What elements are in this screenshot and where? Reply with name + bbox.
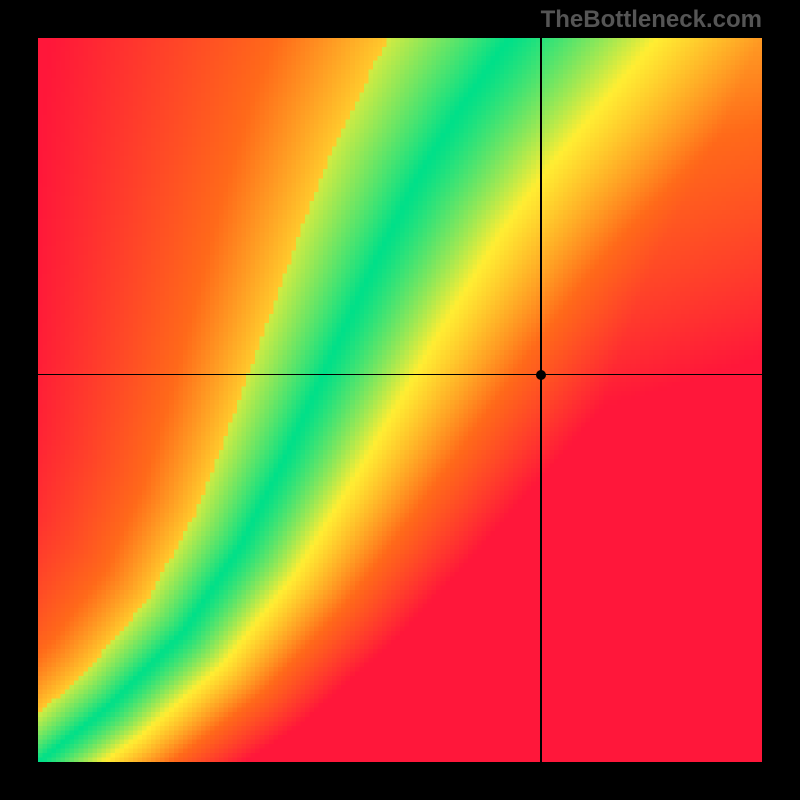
watermark-text: TheBottleneck.com <box>541 6 762 34</box>
crosshair-horizontal <box>38 374 762 376</box>
bottleneck-heatmap <box>38 38 762 762</box>
crosshair-marker <box>536 370 546 380</box>
chart-container: TheBottleneck.com <box>0 0 800 800</box>
crosshair-vertical <box>540 38 542 762</box>
